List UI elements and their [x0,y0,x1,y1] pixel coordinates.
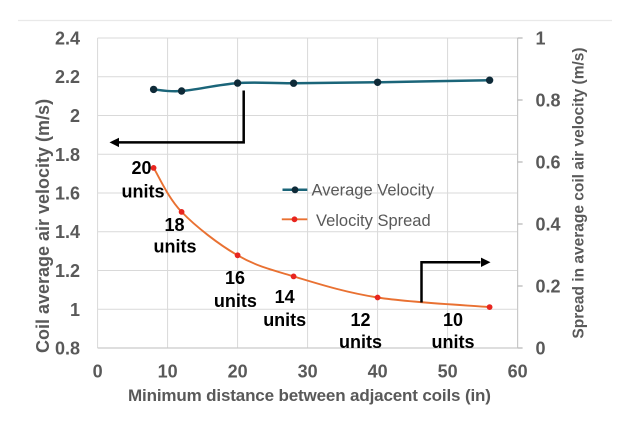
svg-text:0.8: 0.8 [55,339,80,359]
svg-text:10: 10 [158,362,178,382]
svg-text:20: 20 [131,158,151,178]
svg-text:18: 18 [164,215,184,235]
svg-text:1: 1 [70,300,80,320]
svg-text:units: units [432,332,475,352]
svg-text:Average Velocity: Average Velocity [312,182,435,200]
svg-text:1.4: 1.4 [55,222,80,242]
svg-text:60: 60 [508,362,528,382]
svg-text:40: 40 [368,362,388,382]
svg-text:20: 20 [228,362,248,382]
svg-text:16: 16 [225,268,245,288]
svg-text:0: 0 [93,362,103,382]
svg-text:1.8: 1.8 [55,145,80,165]
svg-text:units: units [214,291,257,311]
svg-text:units: units [263,310,306,330]
svg-text:1.6: 1.6 [55,184,80,204]
svg-text:1.2: 1.2 [55,261,80,281]
svg-text:50: 50 [438,362,458,382]
svg-text:units: units [339,332,382,352]
svg-text:1: 1 [536,29,546,49]
svg-text:units: units [122,182,165,202]
svg-text:units: units [154,236,197,256]
svg-text:0.4: 0.4 [536,215,561,235]
svg-text:0.8: 0.8 [536,91,561,111]
svg-text:0.6: 0.6 [536,153,561,173]
svg-text:Spread in average coil air vel: Spread in average coil air velocity (m/s… [571,47,588,338]
svg-text:12: 12 [350,310,370,330]
svg-text:0: 0 [536,339,546,359]
svg-text:14: 14 [275,287,295,307]
svg-text:2.4: 2.4 [55,29,80,49]
svg-text:30: 30 [298,362,318,382]
svg-text:Velocity Spread: Velocity Spread [316,212,431,230]
svg-text:2.2: 2.2 [55,67,80,87]
svg-text:2: 2 [70,106,80,126]
svg-text:0.2: 0.2 [536,277,561,297]
svg-text:Coil average air velocity (m/s: Coil average air velocity (m/s) [33,99,53,353]
svg-text:Minimum distance between adjac: Minimum distance between adjacent coils … [128,386,491,405]
svg-text:10: 10 [443,310,463,330]
